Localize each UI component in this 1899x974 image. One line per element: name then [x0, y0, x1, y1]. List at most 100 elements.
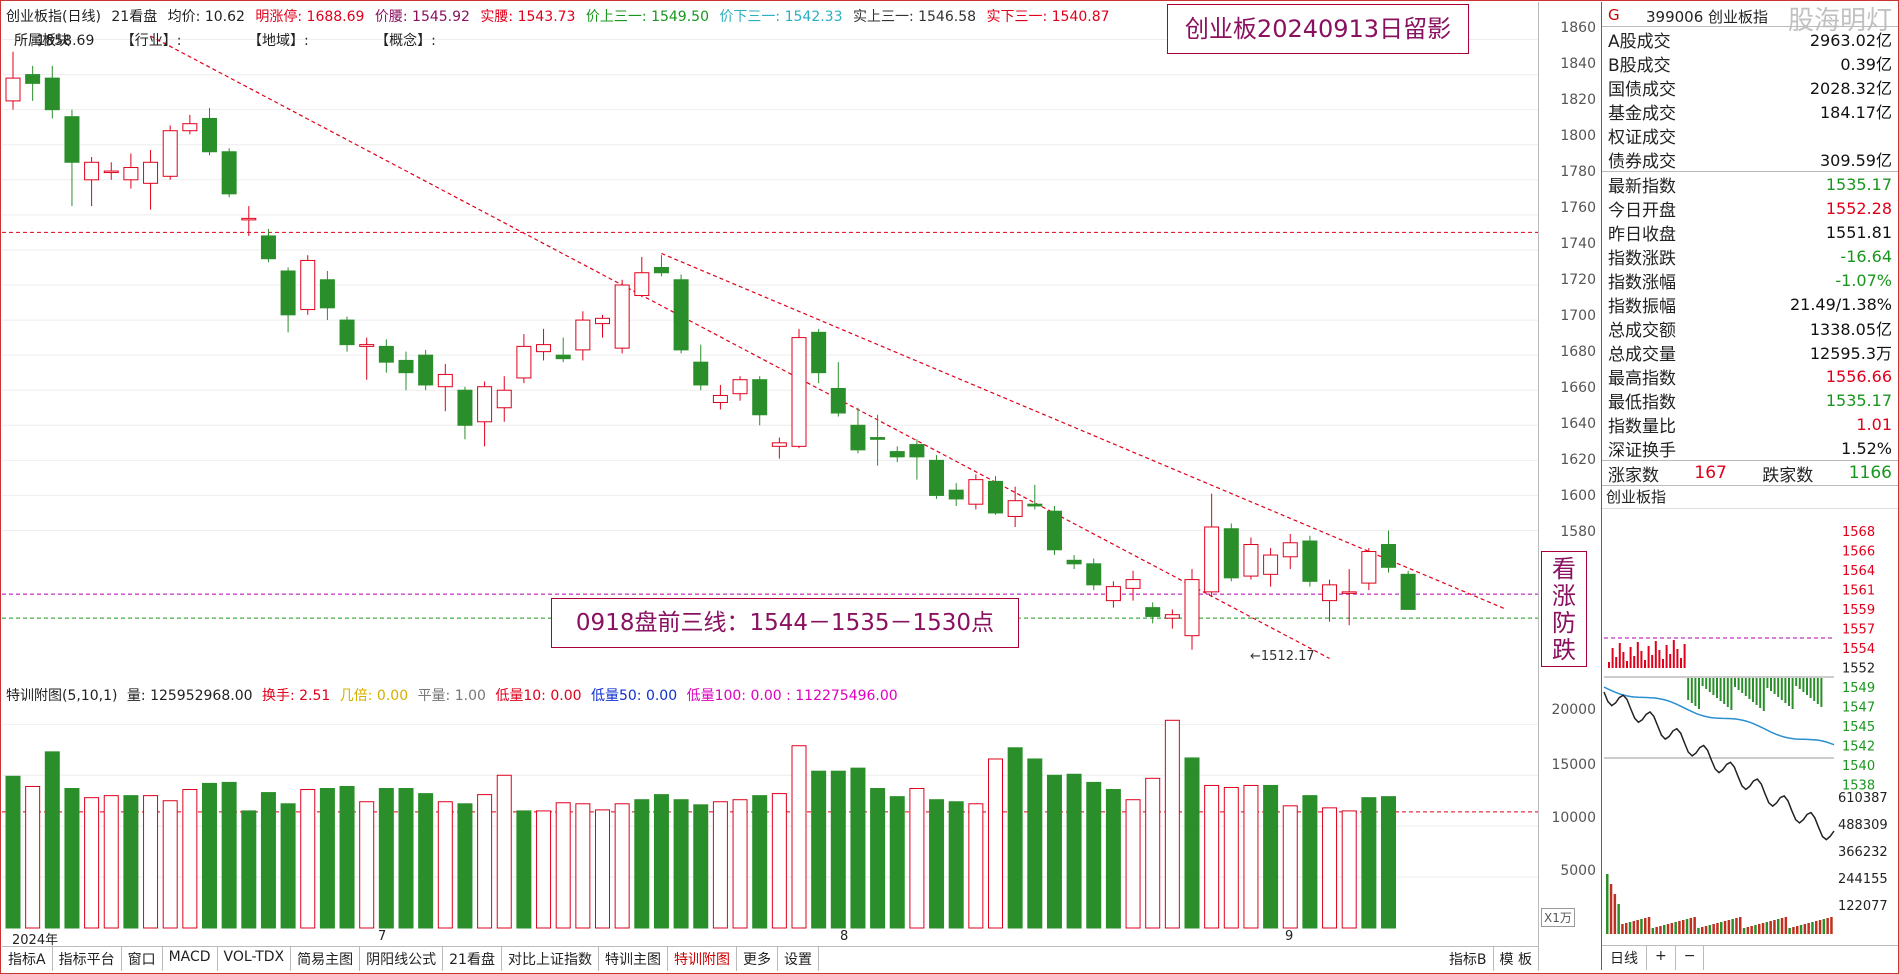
mini-volume-bar — [1644, 918, 1647, 934]
candle-body — [477, 386, 493, 423]
tab-vol-tdx[interactable]: VOL-TDX — [218, 947, 292, 971]
volume-bar — [634, 799, 650, 929]
mini-volume-bar — [1826, 918, 1829, 934]
volume-bar — [44, 751, 60, 929]
mini-volume-bar — [1632, 921, 1636, 934]
low50-value: 低量50: 0.00 — [590, 688, 678, 704]
candle-body — [103, 170, 119, 174]
mini-volume-bar — [1746, 927, 1750, 934]
volume-bar — [1066, 773, 1082, 929]
quote-row: 最低指数 1535.17 — [1602, 388, 1898, 413]
trendline — [150, 35, 1330, 660]
candle-body — [555, 354, 571, 360]
mini-volume-bar — [1727, 920, 1731, 934]
candle-body — [1027, 503, 1043, 507]
tab-template[interactable]: 模 板 — [1494, 947, 1539, 971]
volume-bar — [260, 792, 276, 929]
candle-body — [889, 451, 905, 458]
mini-volume-bar — [1682, 920, 1685, 934]
mini-breadth-bar — [1608, 662, 1610, 668]
mini-breadth-bar — [1698, 678, 1700, 709]
mini-volume-bar — [1708, 925, 1712, 934]
price-chart[interactable] — [2, 2, 1539, 682]
quote-row: 指数涨幅 -1.07% — [1602, 268, 1898, 293]
tab-simple-main[interactable]: 简易主图 — [291, 947, 361, 971]
volume-bar — [103, 795, 119, 929]
tab-daily[interactable]: 日线 — [1602, 946, 1647, 970]
quote-key: 今日开盘 — [1608, 200, 1676, 221]
mini-volume-label: 610387 — [1838, 791, 1888, 806]
mini-volume-bar — [1701, 927, 1704, 934]
date-tick: 7 — [378, 929, 387, 944]
mini-breadth-bar — [1654, 641, 1657, 668]
quote-row: 最高指数 1556.66 — [1602, 364, 1898, 389]
mini-volume-bar — [1735, 918, 1738, 934]
volume-bar — [5, 775, 21, 929]
tab-more[interactable]: 更多 — [737, 947, 778, 971]
tab-settings[interactable]: 设置 — [778, 947, 819, 971]
volume-bar — [457, 803, 473, 929]
tab-yinyang-formula[interactable]: 阴阳线公式 — [360, 947, 444, 971]
tab-indicator-a[interactable]: 指标A — [2, 947, 53, 971]
candle-body — [1322, 584, 1338, 602]
candle-body — [1046, 510, 1062, 551]
mini-price-label: 1557 — [1842, 623, 1875, 638]
quote-key: 指数涨跌 — [1608, 248, 1676, 269]
quote-value: 1.52% — [1841, 438, 1892, 458]
date-tick: 9 — [1285, 929, 1294, 944]
intraday-chart[interactable]: 1568 1566 1564 1561 1559 1557 1554 1552 1549 1547… — [1602, 522, 1898, 934]
candle-body — [221, 151, 237, 195]
candle-body — [260, 235, 276, 260]
tab-macd[interactable]: MACD — [163, 947, 218, 971]
mini-breadth-bar — [1680, 658, 1682, 668]
tab-indicator-b[interactable]: 指标B — [1443, 947, 1494, 971]
tab-window[interactable]: 窗口 — [122, 947, 163, 971]
volume-bar — [241, 810, 257, 929]
tab-21-watch[interactable]: 21看盘 — [443, 947, 502, 971]
mini-avg-line — [1603, 686, 1835, 746]
mini-volume-bar — [1613, 894, 1617, 934]
volume-bar — [162, 800, 178, 929]
mini-volume-bar — [1651, 928, 1655, 934]
mini-volume-bar — [1761, 923, 1765, 934]
quote-key: 深证换手 — [1608, 440, 1676, 461]
candle-body — [732, 379, 748, 395]
volume-bar — [418, 793, 434, 929]
zoom-out-button[interactable]: − — [1676, 946, 1705, 970]
volume-bar — [968, 803, 984, 929]
mini-breadth-bar — [1651, 655, 1654, 668]
tab-training-main[interactable]: 特训主图 — [599, 947, 668, 971]
volume-bar — [1282, 805, 1298, 929]
price-tick: 1740 — [1560, 236, 1596, 252]
tab-compare-sh[interactable]: 对比上证指数 — [502, 947, 599, 971]
tab-training-sub[interactable]: 特训附图 — [668, 947, 737, 971]
mini-breadth-bar — [1748, 678, 1751, 699]
mini-breadth-bar — [1770, 678, 1772, 691]
mini-breadth-bar — [1798, 678, 1801, 689]
mini-breadth-bar — [1708, 678, 1711, 692]
mini-volume-label: 244155 — [1838, 872, 1888, 887]
index-rows: 最新指数 1535.17 今日开盘 1552.28 昨日收盘 1551.81 指数涨跌 -16… — [1602, 171, 1898, 461]
volume-indicator-title[interactable]: 特训附图(5,10,1) — [6, 688, 118, 704]
mini-breadth-bar — [1633, 656, 1636, 668]
volume-chart[interactable] — [2, 684, 1539, 932]
mini-breadth-bar — [1755, 678, 1758, 705]
candle-body — [1282, 542, 1298, 558]
quote-value: -1.07% — [1835, 270, 1892, 290]
price-tick: 1660 — [1560, 380, 1596, 396]
vol-unit: X1万 — [1541, 908, 1575, 927]
mode-label[interactable]: 21看盘 — [111, 9, 158, 25]
top-value: 1858.69 — [36, 33, 95, 49]
mini-breadth-bar — [1629, 647, 1632, 668]
tab-indicator-platform[interactable]: 指标平台 — [53, 947, 122, 971]
mini-volume-bar — [1788, 928, 1791, 934]
volume-bar — [575, 803, 591, 929]
zoom-in-button[interactable]: + — [1647, 946, 1676, 970]
mini-breadth-bar — [1773, 678, 1776, 694]
quote-row: 昨日收盘 1551.81 — [1602, 220, 1898, 245]
mini-volume-bar — [1742, 928, 1746, 934]
volume-bar — [1381, 796, 1396, 929]
candle-body — [536, 344, 552, 353]
quote-value: 1.01 — [1856, 414, 1892, 434]
panel-tabs: 日线 + − — [1602, 945, 1898, 970]
